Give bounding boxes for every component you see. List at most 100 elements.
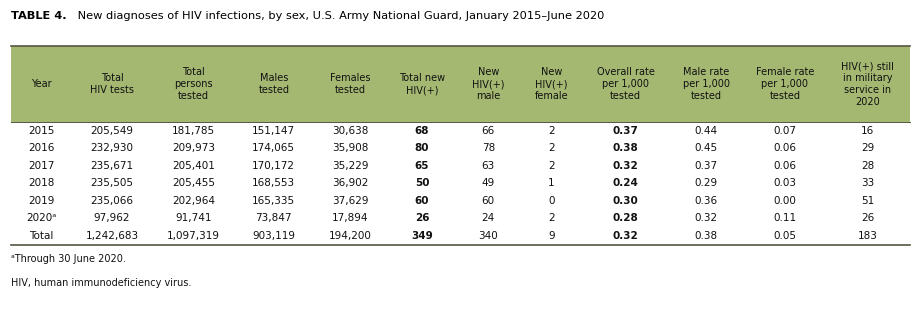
- Text: HIV(+) still
in military
service in
2020: HIV(+) still in military service in 2020: [842, 61, 894, 107]
- Text: 24: 24: [482, 213, 495, 223]
- Text: 235,505: 235,505: [90, 178, 134, 188]
- Text: New
HIV(+)
male: New HIV(+) male: [472, 67, 505, 101]
- Text: 194,200: 194,200: [329, 231, 372, 241]
- Text: Total new
HIV(+): Total new HIV(+): [399, 73, 445, 95]
- Text: 51: 51: [861, 196, 874, 206]
- Text: 151,147: 151,147: [252, 125, 296, 136]
- Text: Total: Total: [29, 231, 53, 241]
- Text: 33: 33: [861, 178, 874, 188]
- Text: New
HIV(+)
female: New HIV(+) female: [534, 67, 568, 101]
- Text: Males
tested: Males tested: [258, 73, 289, 95]
- Text: 168,553: 168,553: [252, 178, 296, 188]
- Text: Females
tested: Females tested: [330, 73, 370, 95]
- Text: 0.32: 0.32: [612, 231, 638, 241]
- Text: 235,671: 235,671: [90, 161, 134, 171]
- Text: 0.06: 0.06: [774, 161, 797, 171]
- Text: 91,741: 91,741: [175, 213, 212, 223]
- Text: 1,242,683: 1,242,683: [86, 231, 139, 241]
- Text: 0.44: 0.44: [694, 125, 717, 136]
- Text: 35,908: 35,908: [332, 143, 368, 153]
- Text: 0.36: 0.36: [694, 196, 717, 206]
- Text: 0.45: 0.45: [694, 143, 717, 153]
- Text: 0.37: 0.37: [612, 125, 638, 136]
- Text: 30,638: 30,638: [332, 125, 368, 136]
- Text: TABLE 4.: TABLE 4.: [11, 11, 66, 21]
- Text: 2: 2: [548, 125, 554, 136]
- Text: 97,962: 97,962: [94, 213, 130, 223]
- Text: 340: 340: [478, 231, 498, 241]
- Text: 2019: 2019: [28, 196, 54, 206]
- Text: 65: 65: [414, 161, 429, 171]
- Text: New diagnoses of HIV infections, by sex, U.S. Army National Guard, January 2015–: New diagnoses of HIV infections, by sex,…: [74, 11, 604, 21]
- Text: 35,229: 35,229: [332, 161, 368, 171]
- Text: 0.28: 0.28: [612, 213, 638, 223]
- Text: 2018: 2018: [28, 178, 54, 188]
- Text: Total
persons
tested: Total persons tested: [174, 67, 213, 101]
- Text: 2020ᵃ: 2020ᵃ: [26, 213, 56, 223]
- Text: 78: 78: [482, 143, 495, 153]
- Text: 60: 60: [414, 196, 429, 206]
- Text: 28: 28: [861, 161, 874, 171]
- Text: 2015: 2015: [28, 125, 54, 136]
- Text: ᵃThrough 30 June 2020.: ᵃThrough 30 June 2020.: [11, 254, 126, 264]
- Text: 0: 0: [548, 196, 554, 206]
- Text: 205,549: 205,549: [90, 125, 134, 136]
- Text: 0.29: 0.29: [694, 178, 717, 188]
- Text: 17,894: 17,894: [332, 213, 368, 223]
- Text: 37,629: 37,629: [332, 196, 368, 206]
- Text: 0.06: 0.06: [774, 143, 797, 153]
- Text: 202,964: 202,964: [172, 196, 216, 206]
- Bar: [11, 46, 910, 122]
- Text: 0.24: 0.24: [612, 178, 638, 188]
- Text: 0.38: 0.38: [612, 143, 638, 153]
- Text: 0.00: 0.00: [774, 196, 797, 206]
- Text: 235,066: 235,066: [90, 196, 134, 206]
- Text: 232,930: 232,930: [90, 143, 134, 153]
- Text: 183: 183: [857, 231, 878, 241]
- Text: 36,902: 36,902: [332, 178, 368, 188]
- Text: 2: 2: [548, 161, 554, 171]
- Text: 205,455: 205,455: [172, 178, 216, 188]
- Text: 0.38: 0.38: [694, 231, 717, 241]
- Text: 2017: 2017: [28, 161, 54, 171]
- Text: 0.07: 0.07: [774, 125, 797, 136]
- Text: Total
HIV tests: Total HIV tests: [90, 73, 134, 95]
- Text: 209,973: 209,973: [172, 143, 216, 153]
- Text: HIV, human immunodeficiency virus.: HIV, human immunodeficiency virus.: [11, 278, 192, 288]
- Text: 68: 68: [414, 125, 429, 136]
- Text: 165,335: 165,335: [252, 196, 296, 206]
- Text: 80: 80: [414, 143, 429, 153]
- Text: 174,065: 174,065: [252, 143, 296, 153]
- Text: 0.05: 0.05: [774, 231, 797, 241]
- Text: 26: 26: [861, 213, 874, 223]
- Text: 903,119: 903,119: [252, 231, 296, 241]
- Text: 50: 50: [414, 178, 429, 188]
- Text: 205,401: 205,401: [172, 161, 215, 171]
- Text: 2: 2: [548, 143, 554, 153]
- Text: 170,172: 170,172: [252, 161, 296, 171]
- Text: 0.32: 0.32: [694, 213, 717, 223]
- Text: Year: Year: [31, 79, 52, 89]
- Text: Overall rate
per 1,000
tested: Overall rate per 1,000 tested: [597, 67, 655, 101]
- Text: 1: 1: [548, 178, 554, 188]
- Text: 0.03: 0.03: [774, 178, 797, 188]
- Text: 0.30: 0.30: [612, 196, 638, 206]
- Text: 0.11: 0.11: [774, 213, 797, 223]
- Text: 9: 9: [548, 231, 554, 241]
- Text: 66: 66: [482, 125, 495, 136]
- Text: 181,785: 181,785: [172, 125, 216, 136]
- Text: Female rate
per 1,000
tested: Female rate per 1,000 tested: [755, 67, 814, 101]
- Text: 63: 63: [482, 161, 495, 171]
- Text: 0.32: 0.32: [612, 161, 638, 171]
- Text: Male rate
per 1,000
tested: Male rate per 1,000 tested: [682, 67, 729, 101]
- Text: 2016: 2016: [28, 143, 54, 153]
- Text: 2: 2: [548, 213, 554, 223]
- Text: 60: 60: [482, 196, 495, 206]
- Text: 26: 26: [414, 213, 429, 223]
- Text: 0.37: 0.37: [694, 161, 717, 171]
- Text: 349: 349: [411, 231, 433, 241]
- Text: 49: 49: [482, 178, 495, 188]
- Text: 16: 16: [861, 125, 874, 136]
- Text: 73,847: 73,847: [255, 213, 292, 223]
- Text: 1,097,319: 1,097,319: [167, 231, 220, 241]
